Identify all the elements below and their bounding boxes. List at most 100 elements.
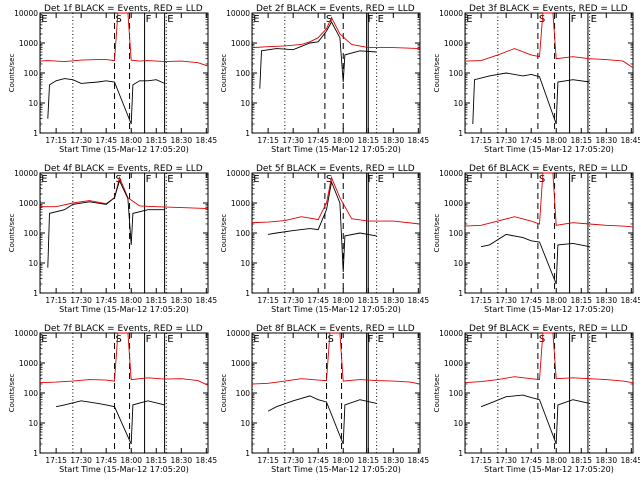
y-tick-label: 1000: [444, 199, 463, 208]
y-tick-label: 10: [453, 259, 463, 268]
x-tick-label: 18:15: [570, 136, 592, 145]
interval-marker-label: E: [378, 334, 384, 345]
interval-marker-label: E: [41, 334, 47, 345]
series-lld-line: [39, 332, 209, 386]
x-tick-label: 18:30: [170, 136, 192, 145]
chart-title: Det 7f BLACK = Events, RED = LLD: [44, 324, 203, 334]
x-tick-label: 17:15: [257, 296, 279, 305]
y-tick-label: 100: [449, 389, 464, 398]
x-tick-label: 18:30: [595, 296, 617, 305]
x-tick-label: 17:30: [282, 136, 304, 145]
x-tick-label: 18:30: [595, 136, 617, 145]
interval-marker-label: F: [368, 334, 374, 345]
y-axis-label: Counts/sec: [8, 54, 16, 93]
interval-marker-label: F: [571, 334, 577, 345]
y-tick-label: 10000: [439, 169, 463, 178]
series-events-line: [47, 78, 165, 125]
x-tick-label: 17:30: [70, 136, 92, 145]
y-tick-label: 1: [458, 129, 463, 138]
y-tick-label: 1000: [444, 359, 463, 368]
interval-marker-label: E: [466, 334, 472, 345]
x-axis-label: Start Time (15-Mar-12 17:05:20): [271, 465, 401, 474]
chart-title: Det 4f BLACK = Events, RED = LLD: [44, 164, 203, 174]
x-tick-label: 18:45: [621, 456, 640, 465]
y-tick-label: 10000: [14, 9, 38, 18]
x-tick-label: 18:45: [408, 136, 430, 145]
interval-marker-label: S: [116, 14, 122, 25]
y-axis-label: Counts/sec: [220, 374, 228, 413]
x-tick-label: 18:00: [332, 136, 354, 145]
chart-panel-6f: Det 6f BLACK = Events, RED = LLD 1 10 100 10…: [433, 164, 640, 314]
x-tick-label: 18:15: [145, 296, 167, 305]
x-tick-label: 17:15: [470, 136, 492, 145]
x-tick-label: 18:15: [357, 296, 379, 305]
x-tick-label: 18:00: [120, 136, 142, 145]
y-tick-label: 1: [245, 129, 250, 138]
y-tick-label: 10000: [226, 9, 250, 18]
plot-frame: [39, 12, 209, 134]
y-axis-label: Counts/sec: [433, 214, 441, 253]
y-axis-label: Counts/sec: [8, 214, 16, 253]
plot-frame: [251, 332, 421, 454]
x-axis-label: Start Time (15-Mar-12 17:05:20): [59, 465, 189, 474]
chart-title: Det 3f BLACK = Events, RED = LLD: [469, 4, 628, 14]
interval-marker-label: E: [167, 174, 173, 185]
x-tick-label: 18:45: [621, 296, 640, 305]
y-tick-label: 10000: [226, 169, 250, 178]
chart-title: Det 6f BLACK = Events, RED = LLD: [469, 164, 628, 174]
x-tick-label: 17:45: [520, 136, 542, 145]
y-tick-label: 1: [245, 289, 250, 298]
series-lld-line: [464, 332, 634, 384]
y-axis-label: Counts/sec: [433, 374, 441, 413]
y-tick-label: 1000: [231, 199, 250, 208]
x-tick-label: 18:15: [570, 296, 592, 305]
interval-marker-label: E: [167, 334, 173, 345]
interval-marker-label: E: [591, 334, 597, 345]
plot-frame: [464, 12, 634, 134]
y-tick-label: 10000: [439, 329, 463, 338]
x-axis-label: Start Time (15-Mar-12 17:05:20): [59, 145, 189, 154]
y-axis-label: Counts/sec: [8, 374, 16, 413]
y-tick-label: 100: [449, 69, 464, 78]
interval-marker-label: F: [571, 14, 577, 25]
series-events-line: [472, 72, 590, 125]
series-lld-line: [251, 16, 421, 50]
x-tick-label: 17:45: [307, 296, 329, 305]
interval-marker-label: E: [378, 14, 384, 25]
y-tick-label: 100: [24, 229, 39, 238]
y-axis-label: Counts/sec: [220, 54, 228, 93]
plot-frame: [39, 332, 209, 454]
y-axis-label: Counts/sec: [433, 54, 441, 93]
x-tick-label: 17:30: [495, 456, 517, 465]
chart-title: Det 5f BLACK = Events, RED = LLD: [256, 164, 415, 174]
x-tick-label: 18:30: [170, 296, 192, 305]
interval-marker-label: S: [326, 14, 332, 25]
interval-marker-label: F: [368, 174, 374, 185]
x-tick-label: 18:15: [145, 456, 167, 465]
chart-title: Det 2f BLACK = Events, RED = LLD: [256, 4, 415, 14]
y-tick-label: 10: [28, 99, 38, 108]
x-tick-label: 17:45: [307, 136, 329, 145]
x-tick-label: 17:15: [470, 456, 492, 465]
y-tick-label: 10: [453, 419, 463, 428]
series-events-line: [47, 179, 165, 268]
y-tick-label: 1: [458, 449, 463, 458]
series-events-line: [480, 394, 590, 445]
y-tick-label: 10: [28, 259, 38, 268]
interval-marker-label: S: [116, 334, 122, 345]
x-axis-label: Start Time (15-Mar-12 17:05:20): [271, 305, 401, 314]
chart-title: Det 1f BLACK = Events, RED = LLD: [44, 4, 203, 14]
interval-marker-label: E: [591, 14, 597, 25]
plot-frame: [464, 172, 634, 294]
interval-marker-label: F: [368, 14, 374, 25]
x-tick-label: 18:45: [408, 296, 430, 305]
interval-marker-label: E: [466, 14, 472, 25]
x-tick-label: 18:30: [170, 456, 192, 465]
chart-panel-1f: Det 1f BLACK = Events, RED = LLD 1 10 100 10…: [8, 4, 217, 154]
x-axis-label: Start Time (15-Mar-12 17:05:20): [484, 305, 614, 314]
x-tick-label: 17:45: [95, 296, 117, 305]
series-lld-line: [251, 332, 421, 385]
series-lld-line: [464, 172, 634, 228]
x-tick-label: 17:45: [520, 296, 542, 305]
